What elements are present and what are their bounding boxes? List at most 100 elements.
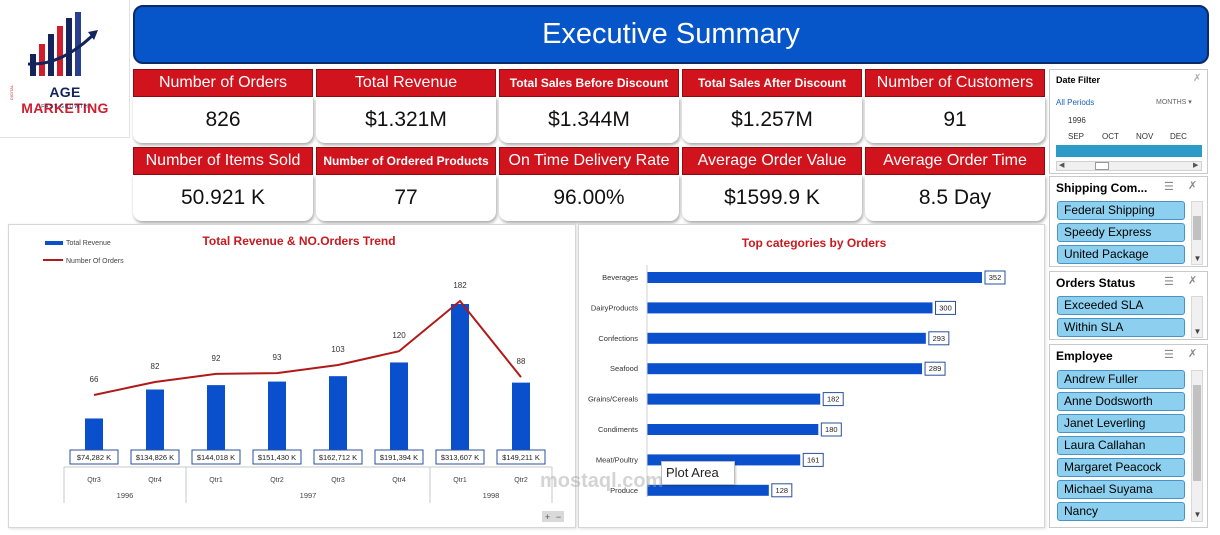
value-label-box [984, 270, 1006, 285]
trend-chart[interactable]: Total Revenue Number Of Orders $74,282 K Qt… [9, 225, 575, 527]
revenue-label-box [313, 449, 363, 465]
kpi-label: Number of Customers [865, 69, 1045, 97]
timeline-month[interactable]: NOV [1136, 132, 1154, 141]
date-filter-timeline[interactable]: Date Filter ✗ All Periods MONTHS ▾ 1996 … [1049, 69, 1208, 174]
chevron-down-icon[interactable]: ▼ [1193, 327, 1202, 336]
orders-status-slicer[interactable]: Orders Status ☰ ✗ Exceeded SLA Within SL… [1049, 271, 1208, 340]
revenue-data-label: $191,394 K [380, 453, 418, 462]
revenue-data-label: $149,211 K [502, 453, 540, 462]
zoom-in-button[interactable]: + [544, 511, 551, 522]
revenue-data-label: $134,826 K [136, 453, 174, 462]
employee-slicer[interactable]: Employee ☰ ✗ Andrew Fuller Anne Dodswort… [1049, 344, 1208, 528]
chevron-down-icon[interactable]: ▼ [1193, 510, 1202, 519]
timeline-year: 1996 [1068, 116, 1086, 125]
chevron-down-icon[interactable]: ▼ [1193, 254, 1202, 263]
value-label-box [822, 392, 844, 407]
kpi-value: 8.5 Day [865, 175, 1045, 221]
kpi-label: Average Order Time [865, 147, 1045, 175]
trend-chart-panel[interactable]: Total Revenue & NO.Orders Trend Total Re… [8, 224, 576, 528]
category-chart[interactable]: Beverages 352 DairyProducts 300 Confections 2… [579, 225, 1044, 527]
kpi-value: 77 [316, 175, 496, 221]
zoom-out-button[interactable]: − [555, 511, 562, 522]
kpi-total-revenue: Total Revenue $1.321M [316, 69, 496, 143]
category-bar [647, 424, 819, 435]
slicer-item[interactable]: Within SLA [1057, 318, 1185, 337]
slicer-item[interactable]: Janet Leverling [1057, 414, 1185, 433]
slicer-item[interactable]: United Package [1057, 245, 1185, 264]
slicer-item[interactable]: Exceeded SLA [1057, 296, 1185, 315]
logo-tagline: FAST GROWTH [41, 104, 89, 110]
slicer-item[interactable]: Laura Callahan [1057, 436, 1185, 455]
category-chart-panel[interactable]: Top categories by Orders Beverages 352 Dai… [578, 224, 1045, 528]
slicer-scrollbar[interactable]: ▼ [1191, 296, 1203, 338]
slicer-item[interactable]: Nancy [1057, 502, 1185, 521]
slicer-item[interactable]: Michael Suyama [1057, 480, 1185, 499]
category-value-label: 352 [989, 273, 1002, 282]
scroll-thumb[interactable] [1095, 162, 1109, 170]
category-value-label: 182 [827, 395, 840, 404]
value-label-box [771, 483, 793, 498]
year-label: 1998 [483, 491, 500, 500]
clear-filter-icon[interactable]: ✗ [1188, 348, 1198, 360]
kpi-sales-after-discount: Total Sales After Discount $1.257M [682, 69, 862, 143]
kpi-on-time-delivery: On Time Delivery Rate 96.00% [499, 147, 679, 221]
scroll-left-arrow-icon[interactable]: ◀ [1059, 162, 1065, 169]
slicer-item[interactable]: Margaret Peacock [1057, 458, 1185, 477]
kpi-average-order-value: Average Order Value $1599.9 K [682, 147, 862, 221]
scroll-right-arrow-icon[interactable]: ▶ [1193, 162, 1199, 169]
multi-select-icon[interactable]: ☰ [1164, 181, 1174, 193]
watermark: mostaql.com [540, 470, 664, 492]
orders-data-label: 103 [331, 345, 345, 354]
multi-select-icon[interactable]: ☰ [1164, 276, 1174, 288]
category-value-label: 161 [807, 455, 820, 464]
category-label: Beverages [602, 273, 638, 282]
chart-zoom-controls[interactable]: + − [542, 511, 564, 522]
timeline-selection-bar[interactable] [1056, 145, 1202, 157]
time-level-dropdown[interactable]: MONTHS ▾ [1156, 99, 1192, 106]
clear-filter-icon[interactable]: ✗ [1188, 180, 1198, 192]
value-label-box [820, 422, 842, 437]
timeline-month[interactable]: OCT [1102, 132, 1119, 141]
plot-area-tooltip: Plot Area [661, 461, 735, 485]
slicer-item[interactable]: Federal Shipping [1057, 201, 1185, 220]
slicer-item[interactable]: Speedy Express [1057, 223, 1185, 242]
kpi-value: $1599.9 K [682, 175, 862, 221]
kpi-sales-before-discount: Total Sales Before Discount $1.344M [499, 69, 679, 143]
kpi-value: 50.921 K [133, 175, 313, 221]
orders-data-label: 88 [517, 357, 526, 366]
value-label-box [935, 300, 957, 315]
clear-filter-icon[interactable]: ✗ [1188, 275, 1198, 287]
clear-filter-icon[interactable]: ✗ [1193, 73, 1202, 84]
category-value-label: 300 [939, 303, 952, 312]
revenue-label-box [435, 449, 485, 465]
scroll-thumb[interactable] [1193, 385, 1201, 481]
scroll-thumb[interactable] [1193, 216, 1201, 240]
kpi-value: 96.00% [499, 175, 679, 221]
slicer-scrollbar[interactable]: ▼ [1191, 201, 1203, 265]
slicer-item[interactable]: Andrew Fuller [1057, 370, 1185, 389]
x-tick-label: Qtr2 [270, 477, 284, 484]
multi-select-icon[interactable]: ☰ [1164, 349, 1174, 361]
revenue-label-box [191, 449, 241, 465]
revenue-data-label: $144,018 K [197, 453, 235, 462]
slicer-scrollbar[interactable]: ▼ [1191, 370, 1203, 522]
orders-data-label: 82 [151, 362, 160, 371]
revenue-label-box [69, 449, 119, 465]
timeline-month[interactable]: SEP [1068, 132, 1085, 141]
category-value-label: 293 [933, 334, 946, 343]
orders-line [93, 299, 522, 396]
kpi-items-sold: Number of Items Sold 50.921 K [133, 147, 313, 221]
trend-chart-title: Total Revenue & NO.Orders Trend [202, 234, 396, 248]
revenue-bar [390, 362, 408, 454]
legend-label: Total Revenue [66, 240, 111, 247]
timeline-month[interactable]: DEC [1170, 132, 1187, 141]
category-label: Seafood [610, 364, 638, 373]
slicer-item[interactable]: Anne Dodsworth [1057, 392, 1185, 411]
revenue-bar [146, 389, 164, 454]
timeline-scrollbar[interactable]: ◀ ▶ [1056, 161, 1202, 171]
kpi-value: 91 [865, 97, 1045, 143]
kpi-number-of-customers: Number of Customers 91 [865, 69, 1045, 143]
orders-data-label: 66 [90, 375, 99, 384]
shipping-company-slicer[interactable]: Shipping Com... ☰ ✗ Federal Shipping Spe… [1049, 176, 1208, 267]
revenue-data-label: $74,282 K [77, 453, 111, 462]
